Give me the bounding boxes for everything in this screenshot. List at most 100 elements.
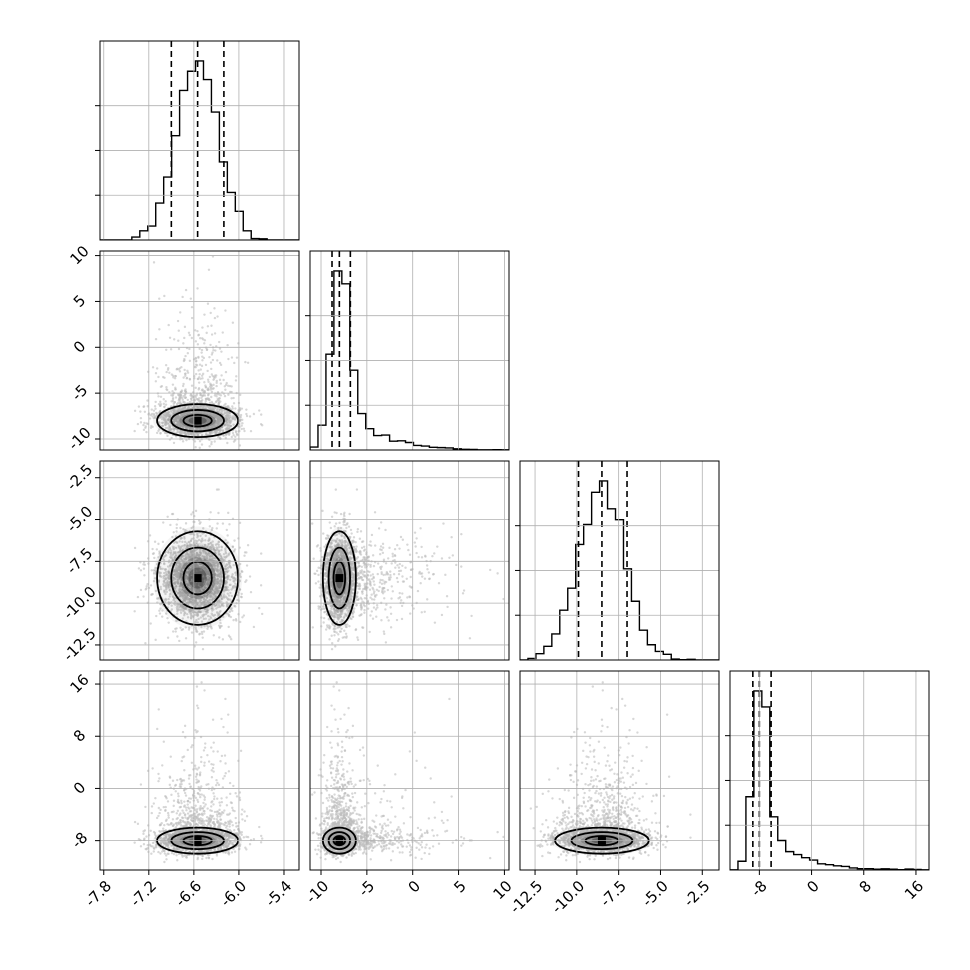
sample-point — [162, 402, 166, 406]
sample-point — [171, 630, 175, 633]
sample-point — [243, 554, 246, 557]
sample-point — [155, 548, 159, 551]
sample-point — [213, 419, 217, 423]
sample-point — [227, 427, 231, 430]
sample-point — [209, 361, 213, 364]
sample-point — [206, 369, 209, 373]
sample-point — [488, 568, 492, 572]
sample-point — [227, 424, 230, 427]
sample-point — [158, 409, 162, 413]
sample-point — [181, 424, 184, 428]
sample-point — [371, 617, 375, 620]
histogram-step — [100, 60, 299, 240]
sample-point — [182, 400, 185, 404]
sample-point — [224, 436, 228, 440]
sample-point — [196, 406, 199, 409]
sample-point — [201, 636, 204, 639]
sample-point — [155, 367, 159, 370]
sample-point — [166, 418, 169, 422]
sample-point — [183, 357, 186, 361]
sample-point — [201, 355, 204, 358]
sample-point — [199, 551, 202, 554]
sample-point — [193, 514, 196, 518]
sample-point — [187, 628, 191, 631]
sample-point — [213, 440, 216, 443]
sample-point — [260, 612, 264, 616]
sample-point — [150, 408, 153, 411]
sample-point — [175, 526, 178, 530]
sample-point — [170, 400, 173, 403]
sample-point — [194, 340, 198, 343]
sample-point — [194, 641, 198, 644]
sample-point — [174, 630, 177, 633]
sample-point — [170, 512, 174, 516]
y-tick-label: -2.5 — [63, 461, 96, 494]
sample-point — [409, 568, 413, 571]
sample-point — [184, 529, 187, 532]
sample-point — [226, 405, 229, 408]
sample-point — [185, 438, 188, 442]
sample-point — [389, 570, 392, 573]
sample-point — [228, 610, 232, 613]
sample-point — [389, 626, 393, 629]
sample-point — [207, 407, 210, 410]
sample-point — [212, 348, 215, 352]
sample-point — [167, 597, 170, 601]
sample-point — [210, 367, 213, 371]
sample-point — [142, 428, 146, 432]
sample-point — [227, 393, 230, 396]
sample-point — [199, 393, 202, 397]
sample-point — [219, 363, 223, 367]
sample-point — [239, 562, 242, 566]
sample-point — [165, 412, 169, 415]
sample-point — [164, 400, 167, 403]
sample-point — [218, 361, 222, 365]
sample-point — [258, 607, 261, 610]
sample-point — [236, 433, 239, 437]
sample-point — [377, 527, 381, 530]
sample-point — [199, 616, 203, 619]
sample-point — [183, 368, 186, 372]
sample-point — [361, 578, 365, 582]
sample-point — [209, 511, 212, 514]
contour-line — [156, 403, 240, 439]
sample-point — [170, 436, 173, 440]
sample-point — [198, 431, 201, 435]
sample-point — [246, 361, 250, 364]
y-tick-label: -5 — [68, 381, 91, 404]
sample-point — [229, 615, 233, 619]
sample-point — [157, 395, 160, 398]
sample-point — [202, 630, 206, 633]
sample-point — [186, 398, 189, 402]
sample-point — [216, 407, 219, 410]
sample-point — [139, 569, 143, 572]
sample-point — [234, 435, 237, 438]
sample-point — [362, 545, 366, 548]
sample-point — [178, 639, 181, 643]
sample-point — [460, 565, 463, 568]
sample-point — [244, 360, 247, 364]
sample-point — [207, 380, 210, 384]
sample-point — [211, 526, 214, 530]
sample-point — [232, 563, 235, 567]
sample-point — [203, 381, 206, 384]
sample-point — [227, 357, 230, 361]
sample-point — [203, 342, 206, 345]
sample-point — [159, 432, 162, 435]
sample-point — [431, 555, 434, 558]
sample-point — [372, 575, 375, 579]
sample-point — [179, 436, 182, 439]
sample-point — [240, 424, 243, 427]
sample-point — [212, 634, 215, 637]
sample-point — [195, 404, 198, 408]
sample-point — [218, 618, 222, 622]
sample-point — [178, 370, 182, 373]
sample-point — [198, 373, 201, 376]
sample-point — [248, 575, 252, 578]
sample-point — [232, 440, 236, 443]
sample-point — [194, 445, 197, 449]
sample-point — [369, 596, 372, 599]
y-tick-label: 0 — [70, 337, 89, 356]
sample-point — [194, 329, 197, 332]
sample-point — [242, 427, 246, 430]
